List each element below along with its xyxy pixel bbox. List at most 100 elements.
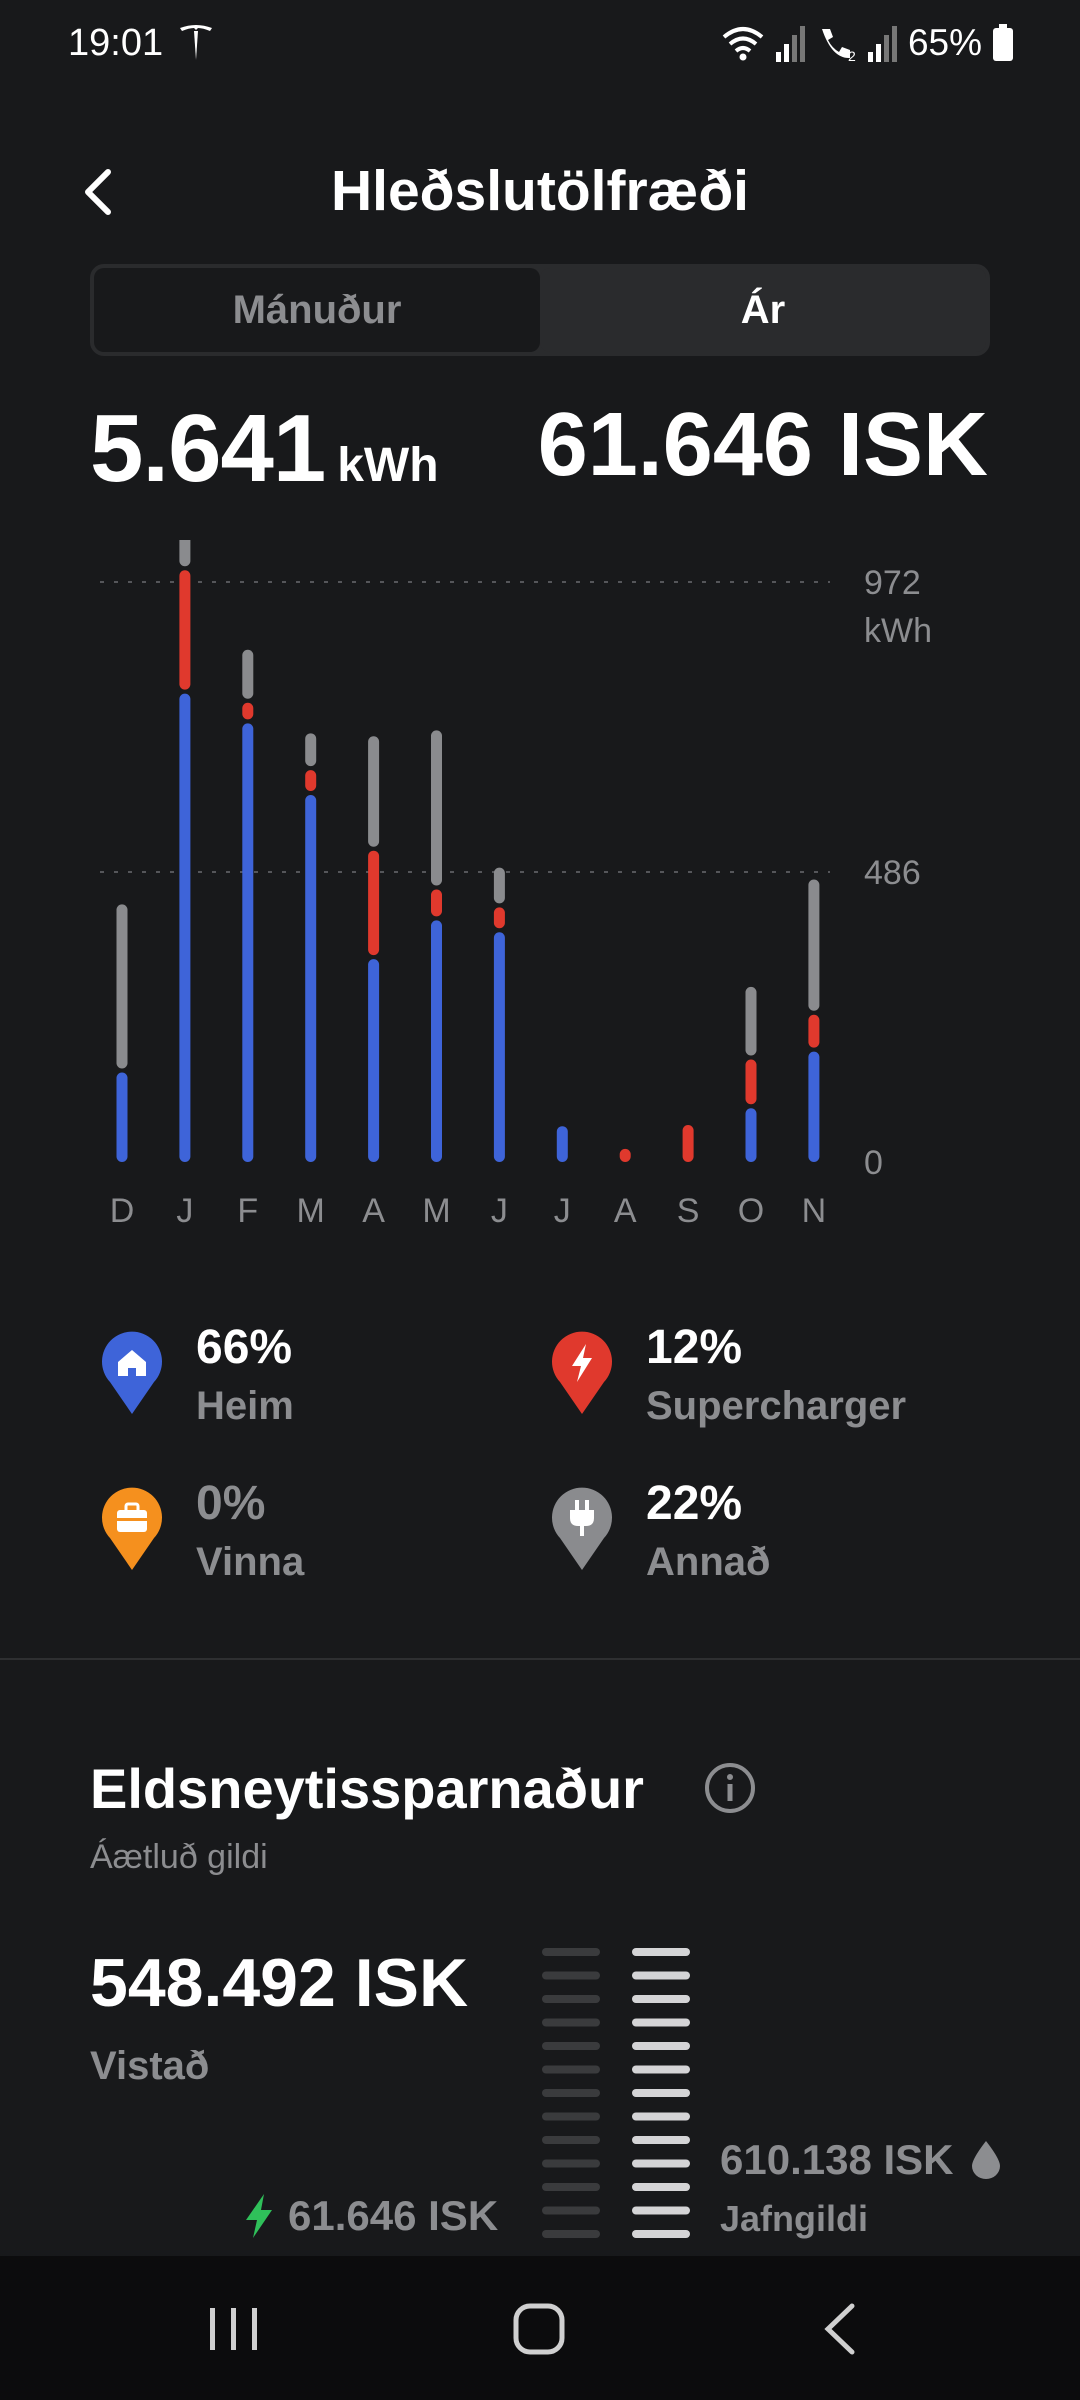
recents-icon[interactable] [206, 2306, 262, 2352]
bar-segment-annað [493, 867, 505, 904]
x-tick-label: A [362, 1192, 385, 1230]
y-tick-label: 0 [864, 1144, 883, 1182]
electric-stack-line [542, 2018, 600, 2027]
fuel-stack-line [632, 2159, 690, 2168]
bar-segment-supercharger [179, 570, 191, 690]
home-icon [102, 1331, 162, 1414]
back-chevron-icon[interactable] [78, 164, 118, 220]
legend: 66% Heim 12% Supercharger 0% Vinna 22% A… [100, 1320, 1000, 1620]
bar-segment-annað [242, 649, 254, 699]
legend-item-work: 0% Vinna [100, 1476, 520, 1596]
fuel-stack-line [632, 2136, 690, 2144]
electric-stack-line [542, 2112, 600, 2121]
fuel-drop-icon [971, 2141, 1000, 2179]
x-tick-label: M [422, 1192, 450, 1230]
legend-pct: 66% [196, 1321, 293, 1374]
equivalent-value: 610.138 ISK [720, 2136, 954, 2183]
signal-icon-2 [867, 26, 897, 62]
bar-segment-supercharger [493, 907, 505, 929]
y-tick-label: 486 [864, 854, 921, 892]
bar-segment-heim [808, 1051, 820, 1162]
x-tick-label: S [677, 1192, 700, 1230]
period-selector: Mánuður Ár [90, 264, 990, 356]
fuel-stack-line [632, 2112, 690, 2121]
fuel-stack-line [632, 1971, 690, 1980]
back-nav-icon[interactable] [820, 2302, 860, 2356]
saved-value: 548.492 ISK [90, 1945, 469, 2021]
legend-label: Supercharger [646, 1384, 907, 1428]
x-tick-label: J [554, 1192, 571, 1230]
fuel-savings-title: Eldsneytissparnaður [90, 1757, 644, 1820]
electric-stack-line [542, 1971, 600, 1980]
electric-stack-line [542, 2159, 600, 2168]
tab-year[interactable]: Ár [540, 268, 986, 352]
fuel-savings-subtitle: Áætluð gildi [90, 1838, 268, 1876]
signal-icon [775, 26, 805, 62]
bar-segment-annað [431, 730, 442, 886]
battery-icon [993, 24, 1013, 61]
svg-text:2: 2 [848, 48, 856, 63]
saved-label: Vistað [90, 2044, 210, 2088]
home-nav-icon[interactable] [512, 2302, 566, 2356]
fuel-stack-line [632, 1995, 690, 2003]
bar-segment-supercharger [745, 1059, 757, 1105]
bar-segment-supercharger [619, 1148, 631, 1162]
x-tick-label: J [491, 1192, 508, 1230]
bar-segment-heim [431, 920, 442, 1162]
bar-segment-heim [305, 795, 317, 1162]
status-icons: 2 65% [720, 20, 1014, 66]
x-tick-label: A [614, 1192, 637, 1230]
fuel-stack-line [632, 2230, 690, 2238]
fuel-stack-line [632, 2065, 690, 2074]
wifi-calling-icon: 2 [821, 29, 856, 63]
electric-cost-value: 61.646 ISK [288, 2192, 499, 2239]
total-energy-unit: kWh [337, 439, 439, 492]
page-title: Hleðslutölfræði [330, 159, 749, 223]
status-time: 19:01 [68, 22, 164, 64]
equivalent-label: Jafngildi [720, 2198, 869, 2239]
electric-stack-line [542, 1948, 600, 1956]
bar-segment-annað [368, 736, 380, 847]
fuel-stack-line [632, 2018, 690, 2027]
electric-stack-line [542, 2042, 600, 2050]
fuel-stack-line [632, 2089, 690, 2097]
fuel-stack-line [632, 2206, 690, 2215]
info-icon[interactable] [704, 1762, 756, 1814]
briefcase-icon [102, 1487, 162, 1570]
bar-segment-annað [745, 986, 757, 1056]
plug-icon [552, 1487, 612, 1570]
bar-segment-heim [745, 1108, 757, 1162]
fuel-stack-line [632, 1948, 690, 1956]
bar-segment-supercharger [368, 850, 380, 956]
y-tick-label: 972 [864, 564, 921, 602]
legend-item-supercharger: 12% Supercharger [550, 1320, 970, 1440]
legend-item-home: 66% Heim [100, 1320, 520, 1440]
legend-label: Heim [196, 1384, 294, 1428]
legend-label: Annað [646, 1540, 771, 1584]
legend-item-other: 22% Annað [550, 1476, 970, 1596]
total-cost: 61.646 ISK [537, 395, 988, 495]
x-tick-label: M [297, 1192, 325, 1230]
bar-segment-heim [368, 959, 380, 1162]
equivalent-fuel-cost: 610.138 ISK [720, 2136, 1000, 2184]
tab-month[interactable]: Mánuður [94, 268, 540, 352]
bolt-icon [246, 2194, 272, 2238]
electric-stack-line [542, 1995, 600, 2003]
fuel-stack-line [632, 2183, 690, 2191]
savings-comparison-bars [542, 1948, 690, 2238]
y-unit-label: kWh [864, 612, 932, 650]
bar-segment-annað [179, 540, 191, 567]
x-tick-label: J [176, 1192, 193, 1230]
fuel-stack-line [632, 2042, 690, 2050]
bar-segment-heim [242, 723, 254, 1162]
legend-pct: 0% [196, 1477, 266, 1530]
total-energy-value: 5.641 [90, 395, 326, 502]
bar-segment-annað [116, 904, 128, 1069]
electric-cost: 61.646 ISK [244, 2192, 498, 2240]
bar-segment-annað [305, 733, 317, 767]
electric-stack-line [542, 2065, 600, 2074]
legend-pct: 22% [646, 1477, 743, 1530]
bar-segment-heim [556, 1126, 568, 1162]
bolt-icon [552, 1331, 612, 1414]
